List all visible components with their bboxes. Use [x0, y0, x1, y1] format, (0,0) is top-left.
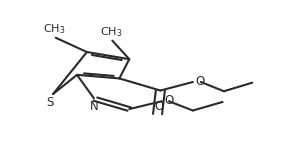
Text: CH$_3$: CH$_3$	[43, 23, 66, 36]
Text: N: N	[90, 100, 99, 113]
Text: CH$_3$: CH$_3$	[100, 25, 122, 39]
Text: S: S	[46, 95, 53, 109]
Text: O: O	[164, 94, 173, 107]
Text: O: O	[154, 100, 164, 113]
Text: O: O	[195, 75, 204, 88]
